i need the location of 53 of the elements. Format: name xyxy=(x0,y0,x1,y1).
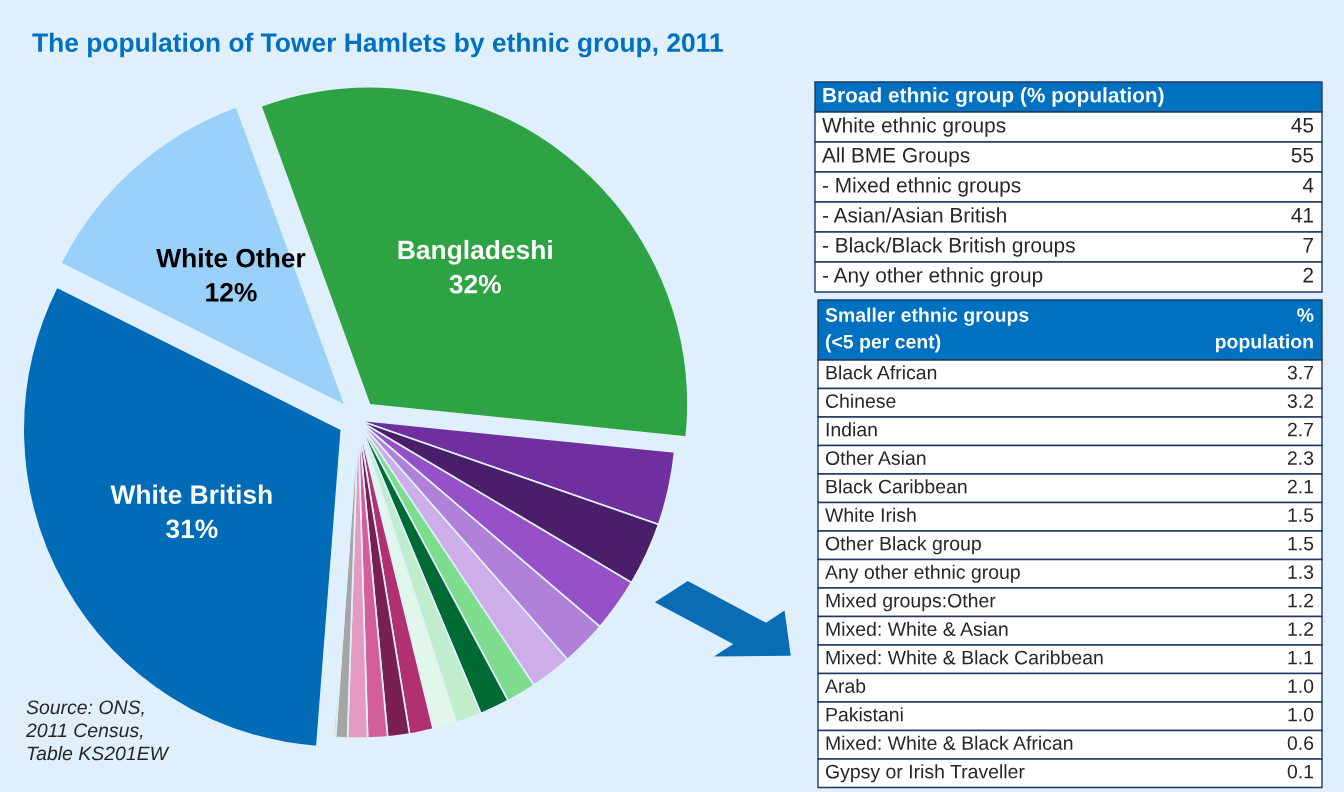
text: Smaller ethnic groups (<5 per cent) xyxy=(825,307,1029,353)
data-label: 1.2 xyxy=(1288,622,1314,636)
data-label: 45 xyxy=(1291,118,1314,133)
source-note: Source: ONS, 2011 Census, Table KS201EW xyxy=(25,700,170,761)
category-label: - Asian/Asian British xyxy=(822,207,1006,223)
data-label: 32% xyxy=(449,274,501,294)
category-label: Gypsy or Irish Traveller xyxy=(825,764,1025,783)
category-label: Pakistani xyxy=(826,707,903,722)
data-label: 41 xyxy=(1291,208,1313,223)
data-label: 3.7 xyxy=(1287,365,1314,380)
category-label: Black Caribbean xyxy=(826,479,967,494)
data-label: 0.1 xyxy=(1287,764,1314,779)
data-label: 1.0 xyxy=(1288,679,1314,693)
category-label: Any other ethnic group xyxy=(825,564,1020,583)
data-label: 12% xyxy=(206,282,257,302)
data-label: 2.7 xyxy=(1287,422,1314,437)
category-label: Arab xyxy=(825,678,866,693)
data-label: 2 xyxy=(1303,267,1313,283)
category-label: Mixed: White & Black Caribbean xyxy=(826,650,1103,665)
data-label: 3.2 xyxy=(1287,394,1314,408)
slice-label: White Other xyxy=(156,248,306,268)
slice-label: White British xyxy=(110,484,272,504)
category-label: All BME Groups xyxy=(822,147,970,167)
category-label: White Irish xyxy=(825,507,916,522)
data-label: 1.3 xyxy=(1288,565,1314,579)
category-label: - Black/Black British groups xyxy=(822,237,1075,257)
data-label: 0.6 xyxy=(1287,736,1314,750)
chart-title: The population of Tower Hamlets by ethnic group, 2011 xyxy=(32,32,723,58)
category-label: - Any other ethnic group xyxy=(822,267,1043,287)
data-label: 1.5 xyxy=(1288,508,1314,522)
data-label: 31% xyxy=(166,519,218,539)
data-label: 1.5 xyxy=(1288,536,1314,551)
data-label: 2.1 xyxy=(1287,479,1314,494)
text: Broad ethnic group (% population) xyxy=(823,87,1164,107)
data-label: 2.3 xyxy=(1287,451,1314,465)
category-label: Other Black group xyxy=(825,536,981,555)
data-label: 1.1 xyxy=(1288,650,1314,665)
category-label: Indian xyxy=(826,422,877,437)
slice-label: Bangladeshi xyxy=(398,239,552,265)
category-label: White ethnic groups xyxy=(822,117,1006,137)
category-label: Mixed: White & Black African xyxy=(826,735,1073,750)
data-label: 7 xyxy=(1303,238,1313,253)
category-label: Black African xyxy=(826,365,937,380)
text: % population xyxy=(1215,308,1314,353)
data-label: 55 xyxy=(1291,148,1314,163)
category-label: Mixed groups:Other xyxy=(826,593,996,612)
category-label: Other Asian xyxy=(825,450,926,465)
data-label: 1.2 xyxy=(1288,593,1314,608)
category-label: - Mixed ethnic groups xyxy=(822,177,1021,197)
data-label: 1.0 xyxy=(1288,707,1314,722)
data-label: 4 xyxy=(1302,178,1314,193)
category-label: Chinese xyxy=(825,393,896,408)
category-label: Mixed: White & Asian xyxy=(826,621,1008,636)
